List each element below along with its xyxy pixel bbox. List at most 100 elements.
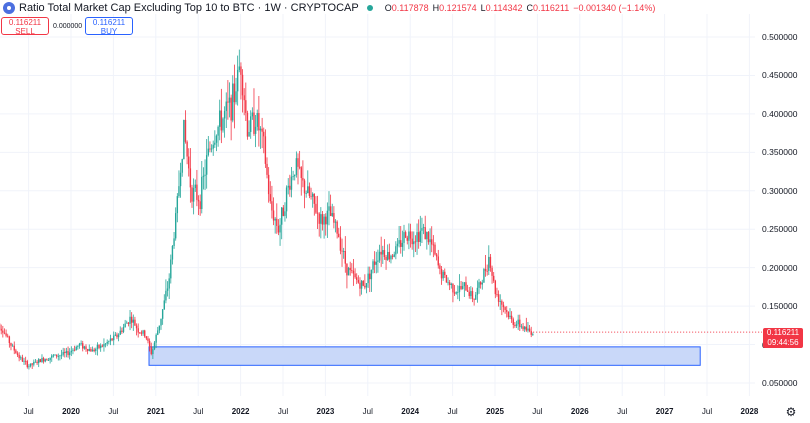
x-tick-label: 2022 (231, 407, 250, 416)
candle (370, 269, 373, 292)
candle (20, 355, 22, 361)
candle (457, 285, 459, 300)
candle (233, 64, 236, 129)
candle (419, 215, 422, 247)
candle (161, 309, 164, 325)
y-tick-label: 0.400000 (762, 108, 798, 119)
candle (395, 241, 397, 260)
candle (532, 332, 534, 336)
candle (33, 359, 35, 367)
candle (126, 320, 128, 324)
candle (36, 359, 38, 365)
candle (47, 358, 50, 362)
candle (277, 219, 280, 236)
candle (95, 347, 97, 355)
candle (39, 358, 42, 363)
x-tick-label: Jul (701, 407, 713, 416)
candle (359, 277, 361, 297)
candle (497, 290, 500, 307)
x-tick-label: 2020 (62, 407, 80, 416)
candle (194, 179, 196, 192)
candle (488, 245, 490, 276)
candle (448, 279, 451, 291)
candle (160, 318, 162, 330)
candle (176, 193, 179, 223)
candle (201, 160, 203, 214)
candle (406, 235, 408, 245)
candle (189, 148, 192, 203)
candle (295, 151, 298, 178)
candle (174, 207, 177, 241)
candle (101, 344, 104, 348)
candle (431, 226, 433, 253)
candle (315, 196, 317, 214)
candle (259, 126, 262, 149)
candle (509, 308, 511, 320)
candle (354, 268, 356, 279)
candle (404, 230, 407, 239)
candle (205, 139, 208, 189)
candle (165, 279, 167, 304)
candle (333, 206, 335, 229)
candle (385, 254, 387, 270)
candle (106, 339, 108, 347)
candle (390, 254, 392, 264)
candle (483, 267, 485, 283)
buy-button[interactable]: 0.116211 BUY (85, 17, 133, 35)
candle (463, 282, 466, 298)
support-zone[interactable] (148, 346, 701, 366)
sell-button[interactable]: 0.116211 SELL (1, 17, 49, 35)
candle (316, 195, 319, 230)
candle (263, 127, 265, 154)
candle (375, 251, 377, 274)
candle (199, 194, 201, 216)
y-tick-label: 0.150000 (762, 301, 798, 312)
candle (16, 351, 19, 357)
candle (326, 202, 329, 238)
candle (338, 227, 340, 238)
candle (478, 278, 480, 294)
candle (349, 261, 351, 276)
candle (455, 291, 457, 295)
y-tick-label: 0.050000 (762, 378, 798, 388)
candle (5, 329, 7, 338)
candle (479, 281, 482, 289)
sell-price: 0.116211 (8, 18, 42, 27)
candle (297, 153, 299, 185)
y-tick-label: 0.500000 (762, 32, 798, 42)
candle (8, 335, 11, 348)
candle (13, 341, 15, 355)
candle (85, 344, 87, 352)
candle (24, 356, 27, 365)
candle (466, 284, 469, 292)
x-tick-label: Jul (193, 407, 204, 416)
candle (230, 94, 232, 141)
gear-icon[interactable]: ⚙ (785, 405, 797, 419)
candle (243, 88, 245, 116)
candle (18, 352, 20, 362)
y-tick-label: 0.300000 (762, 185, 798, 196)
candle (72, 348, 74, 355)
candle (179, 162, 182, 198)
candle (75, 345, 77, 351)
candle (188, 148, 190, 177)
grid (0, 14, 755, 396)
x-tick-label: Jul (362, 407, 373, 416)
candle (432, 235, 435, 258)
candle (346, 263, 348, 289)
candle (119, 326, 121, 336)
candle (153, 340, 156, 351)
candle (0, 324, 2, 335)
candle (254, 114, 257, 148)
candle (129, 309, 131, 331)
candle (83, 345, 86, 350)
candle (302, 160, 304, 188)
candle (471, 287, 474, 303)
candle (372, 259, 374, 274)
low-key: L (480, 3, 486, 13)
candle (192, 178, 195, 215)
bar-countdown: 09:44:56 (767, 337, 799, 347)
candle (453, 285, 456, 296)
candle (285, 185, 288, 219)
